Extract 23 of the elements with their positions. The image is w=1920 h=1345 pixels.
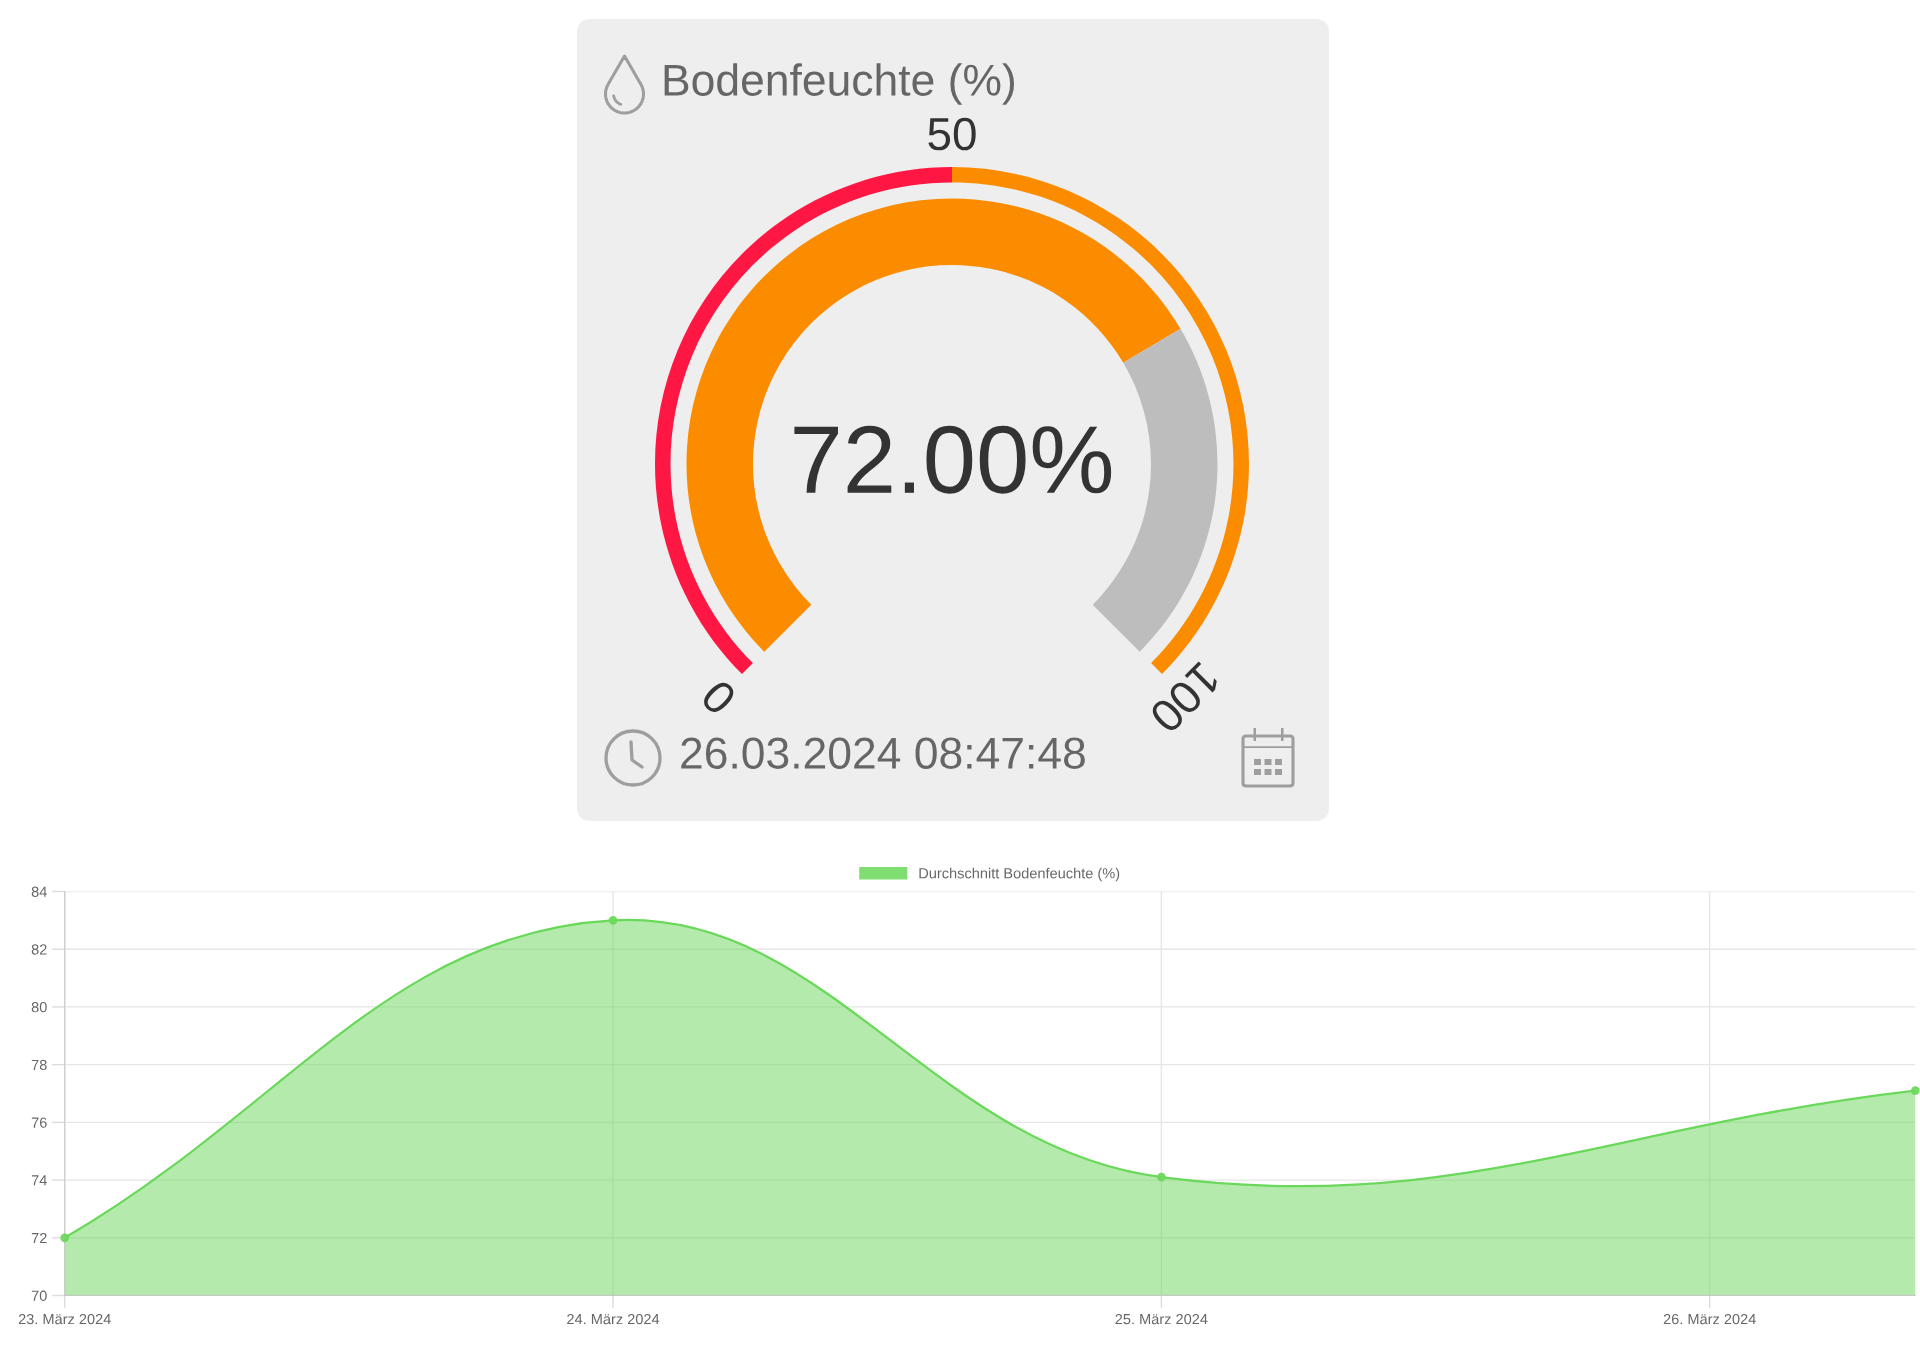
text: 0 <box>699 678 738 717</box>
chart-title: Bodenfeuchte (%) <box>664 63 1015 105</box>
point <box>608 915 618 925</box>
y-tick-label: 78 <box>31 1059 47 1071</box>
x-tick-label: 23. März 2024 <box>18 1313 111 1325</box>
x-tick-label: 24. März 2024 <box>567 1313 660 1325</box>
y-tick-label: 84 <box>31 886 47 897</box>
y-tick-label: 70 <box>31 1290 47 1301</box>
x-tick-label: 25. März 2024 <box>1115 1313 1208 1325</box>
y-tick-label: 80 <box>31 1002 47 1013</box>
y-tick-label: 82 <box>31 944 47 955</box>
x-tick-label: 26. März 2024 <box>1663 1313 1756 1325</box>
y-tick-label: 74 <box>31 1175 47 1186</box>
text: 26.03.2024 08:47:48 <box>681 737 1085 769</box>
point <box>60 1233 70 1243</box>
y-tick-label: 76 <box>31 1117 47 1128</box>
point <box>1910 1086 1920 1095</box>
y-tick-label: 72 <box>31 1232 47 1244</box>
data-label: 72.00% <box>794 425 1112 494</box>
text: 50 <box>928 117 976 151</box>
legend-label: Durchschnitt Bodenfeuchte (%) <box>919 867 1120 882</box>
text: 100 <box>1148 661 1222 735</box>
point <box>1156 1172 1166 1182</box>
